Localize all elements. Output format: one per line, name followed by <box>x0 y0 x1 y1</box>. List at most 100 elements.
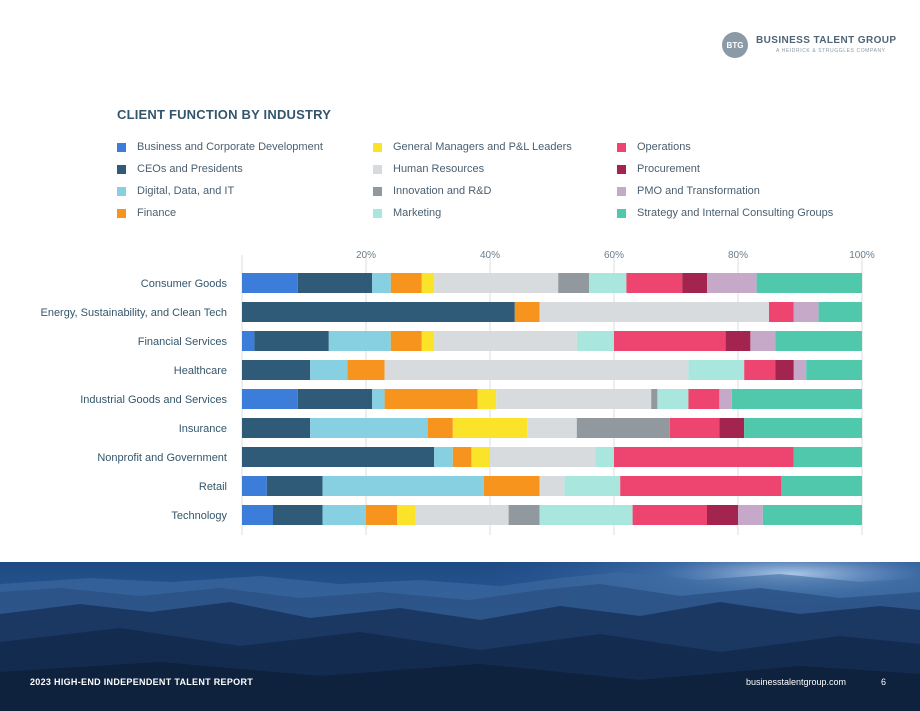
bar-segment <box>744 360 776 380</box>
category-label: Energy, Sustainability, and Clean Tech <box>40 307 227 319</box>
x-tick-label: 20% <box>356 250 376 261</box>
bar-segment <box>793 447 862 467</box>
bar-segment <box>366 505 397 525</box>
legend-item: PMO and Transformation <box>617 183 760 199</box>
bar-segment <box>471 447 490 467</box>
bar-segment <box>496 389 652 409</box>
x-tick-label: 80% <box>728 250 748 261</box>
page-number: 6 <box>881 677 887 687</box>
mountain-landscape-image <box>0 562 920 711</box>
bar-segment <box>254 331 329 351</box>
bar-segment <box>688 360 745 380</box>
bar-segment <box>632 505 707 525</box>
legend-swatch <box>617 164 626 174</box>
bar-segment <box>707 273 757 293</box>
bar-segment <box>793 360 807 380</box>
bar-segment <box>242 273 298 293</box>
legend-label: Operations <box>637 141 691 153</box>
legend-label: Procurement <box>637 163 700 175</box>
bar-segment <box>242 505 273 525</box>
bar-segment <box>242 331 255 351</box>
legend-item: Procurement <box>617 161 700 177</box>
legend-label: Business and Corporate Development <box>137 141 323 153</box>
bar-segment <box>434 273 559 293</box>
logo-company-name: BUSINESS TALENT GROUP <box>756 35 897 46</box>
legend-swatch <box>117 142 126 152</box>
bar-segment <box>558 273 590 293</box>
bar-segment <box>576 418 670 438</box>
legend-swatch <box>117 208 126 218</box>
bar-segment <box>434 447 453 467</box>
chart-legend: Business and Corporate Development CEOs a… <box>117 139 877 229</box>
bar-segment <box>372 273 391 293</box>
legend-swatch <box>617 186 626 196</box>
bar-segment <box>682 273 707 293</box>
stacked-bar-chart: 20% 40% 60% 80% 100% Consumer Goods Energy, Su… <box>40 250 875 535</box>
bar-segment <box>750 331 776 351</box>
bar-segment <box>731 389 862 409</box>
bar-segment <box>310 418 428 438</box>
bar-segment <box>372 389 385 409</box>
legend-swatch <box>617 142 626 152</box>
bar-segment <box>707 505 738 525</box>
bar-segment <box>242 360 311 380</box>
legend-swatch <box>617 208 626 218</box>
legend-label: Digital, Data, and IT <box>137 185 235 197</box>
bar-segment <box>322 476 484 496</box>
website-link[interactable]: businesstalentgroup.com <box>746 677 847 687</box>
bar-segment <box>390 331 422 351</box>
legend-label: CEOs and Presidents <box>137 163 243 175</box>
bar-segment <box>347 360 385 380</box>
company-logo: BTG BUSINESS TALENT GROUP A HEIDRICK & S… <box>722 32 896 58</box>
bar-segment <box>397 505 416 525</box>
legend-label: Marketing <box>393 207 442 219</box>
bar-segment <box>719 418 745 438</box>
bar-segment <box>738 505 763 525</box>
btg-logo-mark: BTG <box>722 32 748 58</box>
bar-segment <box>614 331 726 351</box>
bar-segment <box>242 476 267 496</box>
bar-segment <box>421 331 435 351</box>
bar-segment <box>762 505 862 525</box>
legend-swatch <box>117 186 126 196</box>
legend-swatch <box>117 164 126 174</box>
bar-segment <box>452 418 528 438</box>
legend-swatch <box>373 164 382 174</box>
bar-segment <box>775 360 794 380</box>
bar-segment <box>620 476 782 496</box>
bar-segment <box>564 476 621 496</box>
category-label: Retail <box>199 481 227 493</box>
category-label: Insurance <box>179 423 227 435</box>
bar-segment <box>297 389 373 409</box>
legend-item: Innovation and R&D <box>373 183 491 199</box>
category-label: Industrial Goods and Services <box>80 394 227 406</box>
bar-segment <box>242 302 515 322</box>
bar-segment <box>595 447 614 467</box>
legend-item: Marketing <box>373 205 441 221</box>
x-tick-label: 40% <box>480 250 500 261</box>
legend-item: Strategy and Internal Consulting Groups <box>617 205 833 221</box>
legend-item: Business and Corporate Development <box>117 139 323 155</box>
report-title: 2023 HIGH-END INDEPENDENT TALENT REPORT <box>30 677 254 687</box>
bar-segment <box>297 273 373 293</box>
category-label: Nonprofit and Government <box>97 452 227 464</box>
bar-segment <box>452 447 472 467</box>
legend-item: General Managers and P&L Leaders <box>373 139 572 155</box>
bar-segment <box>310 360 348 380</box>
bar-segment <box>384 389 478 409</box>
legend-label: Human Resources <box>393 163 485 175</box>
bar-segment <box>818 302 862 322</box>
bar-segment <box>483 476 540 496</box>
bar-segment <box>651 389 658 409</box>
bar-segment <box>527 418 577 438</box>
legend-swatch <box>373 208 382 218</box>
legend-label: Finance <box>137 207 177 219</box>
bar-segment <box>657 389 689 409</box>
bar-segment <box>576 331 614 351</box>
legend-item: Finance <box>117 205 176 221</box>
chart-title: CLIENT FUNCTION BY INDUSTRY <box>117 107 332 122</box>
bar-segment <box>242 418 311 438</box>
bar-segment <box>322 505 366 525</box>
legend-swatch <box>373 142 382 152</box>
bar-segment <box>744 418 862 438</box>
